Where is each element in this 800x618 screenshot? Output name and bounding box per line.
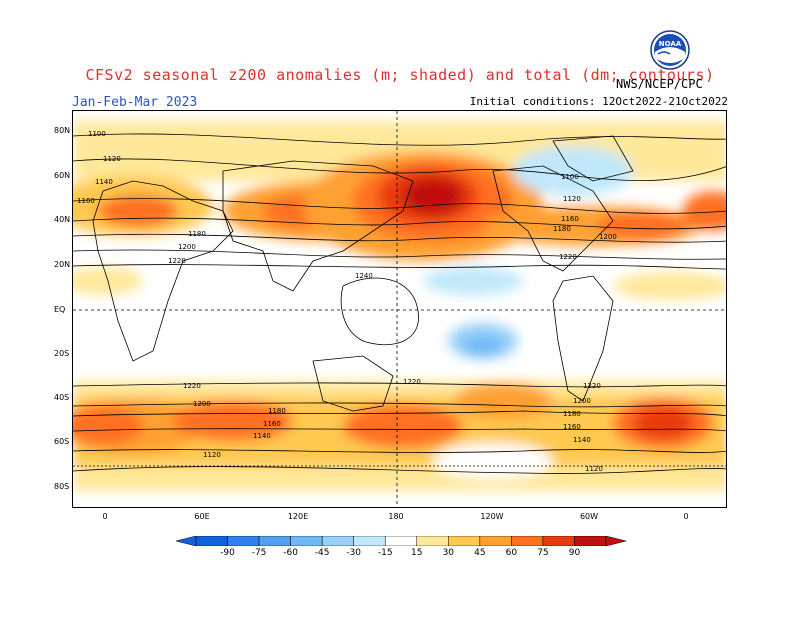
lon-label: 120W (480, 512, 504, 521)
lat-label: EQ (54, 305, 66, 314)
lat-label: 60S (54, 437, 70, 446)
colorbar-label: -75 (251, 548, 267, 558)
colorbar-label: -60 (283, 548, 298, 558)
svg-text:NOAA: NOAA (659, 40, 682, 48)
contour-label: 1100 (561, 173, 579, 181)
contour-label: 1180 (553, 225, 571, 233)
season-label: Jan-Feb-Mar 2023 (72, 95, 198, 110)
contour-label: 1240 (355, 272, 373, 280)
colorbar-swatch (290, 536, 323, 546)
map-title: CFSv2 seasonal z200 anomalies (m; shaded… (85, 66, 715, 84)
colorbar-swatch (321, 536, 354, 546)
contour-label: 1220 (403, 378, 421, 386)
colorbar-label: -30 (346, 548, 362, 558)
lat-label: 80S (54, 482, 70, 491)
colorbar-label: -15 (377, 548, 393, 558)
colorbar-label: 60 (505, 548, 518, 558)
colorbar-swatch (574, 536, 607, 546)
lon-label: 60E (194, 512, 210, 521)
colorbar-label: -45 (314, 548, 330, 558)
contour-label: 1160 (561, 215, 579, 223)
lat-label: 40N (54, 215, 71, 224)
lat-label: 20S (54, 349, 70, 358)
contour-label: 1200 (178, 243, 196, 251)
contour-label: 1120 (585, 465, 603, 473)
colorbar-swatch (448, 536, 481, 546)
colorbar-label: 90 (568, 548, 581, 558)
colorbar-label: 30 (442, 548, 455, 558)
lon-label: 0 (102, 512, 108, 521)
lon-label: 0 (683, 512, 689, 521)
noaa-logo-icon: NOAA (650, 30, 690, 70)
contour-label: 1160 (263, 420, 281, 428)
colorbar-swatch (353, 536, 386, 546)
contour-label: 1120 (203, 451, 221, 459)
contour-label: 1220 (168, 257, 186, 265)
contour-label: 1200 (599, 233, 617, 241)
colorbar-label: -90 (220, 548, 235, 558)
contour-label: 1120 (563, 195, 581, 203)
lon-label: 180 (388, 512, 404, 521)
contour-label: 1180 (563, 410, 581, 418)
agency-label: NWS/NCEP/CPC (616, 77, 703, 91)
contour-label: 1220 (183, 382, 201, 390)
contour-label: 1220 (559, 253, 577, 261)
colorbar (176, 536, 626, 546)
contour-label: 1200 (193, 400, 211, 408)
contour-label: 1160 (77, 197, 95, 205)
contour-label: 1160 (563, 423, 581, 431)
colorbar-swatch (258, 536, 291, 546)
lat-label: 60N (54, 171, 71, 180)
colorbar-swatch (479, 536, 512, 546)
contour-label: 1180 (188, 230, 206, 238)
colorbar-swatch (195, 536, 228, 546)
anomaly-shading (73, 121, 726, 491)
contour-label: 1220 (583, 382, 601, 390)
lat-label: 40S (54, 393, 70, 402)
colorbar-label: 75 (537, 548, 549, 558)
colorbar-label: 15 (411, 548, 423, 558)
contour-label: 1140 (573, 436, 591, 444)
lat-label: 80N (54, 126, 71, 135)
colorbar-swatch (542, 536, 575, 546)
colorbar-label: 45 (474, 548, 486, 558)
colorbar-arrow-left (176, 536, 197, 546)
colorbar-swatch (416, 536, 449, 546)
contour-label: 1140 (95, 178, 113, 186)
lon-label: 60W (579, 512, 599, 521)
contour-label: 1140 (253, 432, 271, 440)
contour-label-group: 1100 1120 1140 1160 1180 1200 1220 1240 … (77, 130, 617, 473)
initial-conditions-label: Initial conditions: 12Oct2022-21Oct2022 (469, 95, 728, 108)
height-contours (73, 133, 726, 474)
lon-label: 120E (287, 512, 309, 521)
map-area: 1100 1120 1140 1160 1180 1200 1220 1240 … (72, 110, 727, 508)
contour-label: 1180 (268, 407, 286, 415)
lat-label: 20N (54, 260, 71, 269)
colorbar-swatch (511, 536, 544, 546)
colorbar-swatch (384, 536, 418, 546)
colorbar-swatch (227, 536, 260, 546)
coastlines (73, 135, 726, 467)
contour-label: 1200 (573, 397, 591, 405)
contour-label: 1100 (88, 130, 106, 138)
colorbar-arrow-right (605, 536, 626, 546)
contour-label: 1120 (103, 155, 121, 163)
